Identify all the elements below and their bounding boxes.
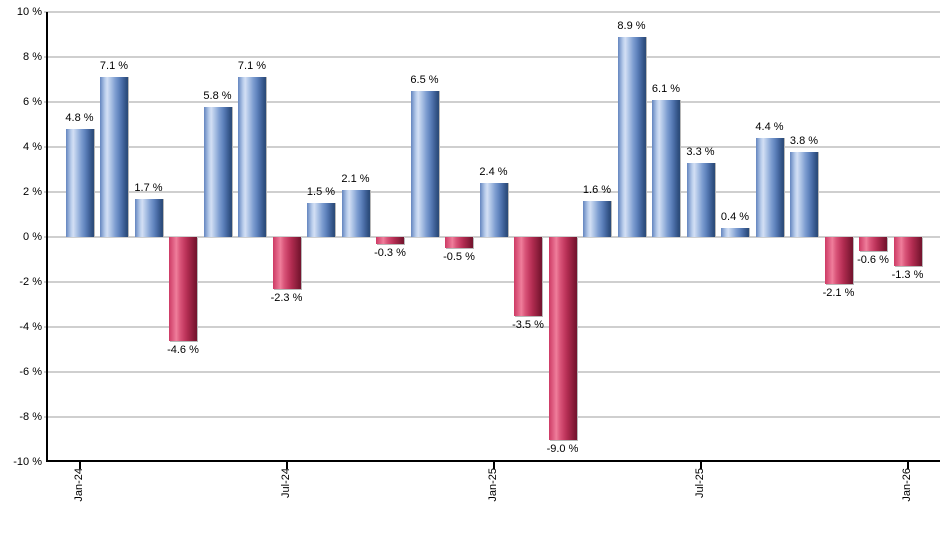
bar-May-24	[203, 106, 232, 237]
bar-value-label-Jun-25: 6.1 %	[651, 82, 681, 95]
bar-Aug-24	[307, 203, 335, 237]
bar-value-label-Jul-24: -2.3 %	[270, 291, 303, 304]
bar-May-25	[617, 36, 646, 237]
bar-value-label-Feb-24: 7.1 %	[99, 60, 129, 73]
bar-Apr-24	[169, 237, 197, 341]
bar-Jan-25	[479, 183, 508, 237]
bar-Feb-25	[514, 237, 542, 316]
bar-value-label-Nov-25: -2.1 %	[822, 287, 855, 300]
bar-value-label-May-24: 5.8 %	[203, 89, 232, 102]
plot-area	[44, 11, 940, 469]
x-tick-mark-Jan-25	[492, 462, 495, 469]
bar-Jul-25	[686, 162, 715, 237]
bar-Feb-24	[100, 77, 128, 237]
bar-value-label-Oct-25: 3.8 %	[789, 134, 819, 147]
x-tick-mark-Jan-24	[78, 462, 81, 469]
bar-value-label-Sep-24: 2.1 %	[341, 172, 370, 185]
y-tick-label--6: -6 %	[19, 366, 42, 378]
x-tick-label-Jul-25: Jul-25	[693, 468, 706, 498]
bar-Apr-25	[583, 201, 611, 237]
bar-value-label-Jun-24: 7.1 %	[237, 60, 267, 73]
bar-Sep-24	[341, 189, 370, 237]
y-tick-label--10: -10 %	[13, 456, 42, 468]
bar-value-label-Sep-25: 4.4 %	[755, 121, 784, 133]
bar-Oct-25	[790, 151, 818, 237]
bar-value-label-Jul-25: 3.3 %	[686, 145, 715, 158]
bar-value-label-Feb-25: -3.5 %	[512, 318, 544, 331]
gridline-0	[44, 236, 940, 238]
x-tick-label-Jul-24: Jul-24	[279, 468, 292, 498]
bar-value-label-Jan-25: 2.4 %	[479, 166, 508, 178]
y-tick-label-6: 6 %	[23, 96, 42, 108]
y-tick-label-10: 10 %	[16, 6, 42, 18]
bar-value-label-Apr-25: 1.6 %	[582, 184, 612, 196]
gridline--2	[44, 281, 940, 283]
gridline--4	[44, 326, 940, 328]
y-tick-label-2: 2 %	[23, 186, 42, 198]
bar-value-label-May-25: 8.9 %	[617, 19, 646, 32]
x-tick-label-Jan-26: Jan-26	[900, 468, 913, 502]
y-tick-label--2: -2 %	[19, 276, 42, 288]
bar-Jul-24	[272, 237, 301, 289]
bar-value-label-Jan-26: -1.3 %	[891, 269, 924, 282]
bar-Dec-25	[859, 237, 887, 251]
gridline-6	[44, 101, 940, 103]
bar-Nov-25	[824, 237, 853, 285]
bar-Mar-24	[134, 198, 163, 237]
y-tick-label-4: 4 %	[23, 141, 42, 153]
bar-value-label-Apr-24: -4.6 %	[167, 343, 199, 356]
x-tick-mark-Jan-26	[906, 462, 909, 469]
x-tick-mark-Jul-24	[285, 462, 288, 469]
gridline--6	[44, 371, 940, 373]
bar-Jan-26	[893, 237, 922, 267]
y-tick-label--4: -4 %	[19, 321, 42, 333]
bar-value-label-Aug-25: 0.4 %	[720, 211, 750, 223]
bar-Nov-24	[410, 90, 439, 237]
bar-value-label-Mar-25: -9.0 %	[546, 442, 579, 455]
gridline-10	[44, 11, 940, 13]
bar-value-label-Oct-24: -0.3 %	[374, 246, 406, 259]
y-tick-label-0: 0 %	[23, 231, 42, 243]
y-tick-label-8: 8 %	[23, 51, 42, 63]
gridline-8	[44, 56, 940, 58]
bar-value-label-Aug-24: 1.5 %	[306, 186, 336, 199]
bar-Dec-24	[445, 237, 473, 249]
bar-value-label-Jan-24: 4.8 %	[65, 112, 94, 124]
bar-Jun-24	[238, 77, 266, 237]
y-axis-line	[46, 12, 48, 462]
x-tick-mark-Jul-25	[699, 462, 702, 469]
bar-Sep-25	[755, 138, 784, 237]
bar-value-label-Dec-25: -0.6 %	[857, 253, 889, 266]
x-tick-label-Jan-25: Jan-25	[486, 468, 499, 502]
bar-Oct-24	[376, 237, 404, 244]
bar-value-label-Dec-24: -0.5 %	[443, 251, 475, 264]
x-axis-line	[46, 460, 940, 462]
bar-value-label-Mar-24: 1.7 %	[134, 181, 163, 194]
x-tick-label-Jan-24: Jan-24	[72, 468, 85, 502]
bar-Jan-24	[65, 129, 94, 237]
bar-value-label-Nov-24: 6.5 %	[410, 73, 439, 86]
y-tick-label--8: -8 %	[19, 411, 42, 423]
bar-Mar-25	[548, 237, 577, 440]
gridline--8	[44, 416, 940, 418]
bar-Jun-25	[652, 99, 680, 237]
gridline-4	[44, 146, 940, 148]
bar-Aug-25	[721, 228, 749, 237]
